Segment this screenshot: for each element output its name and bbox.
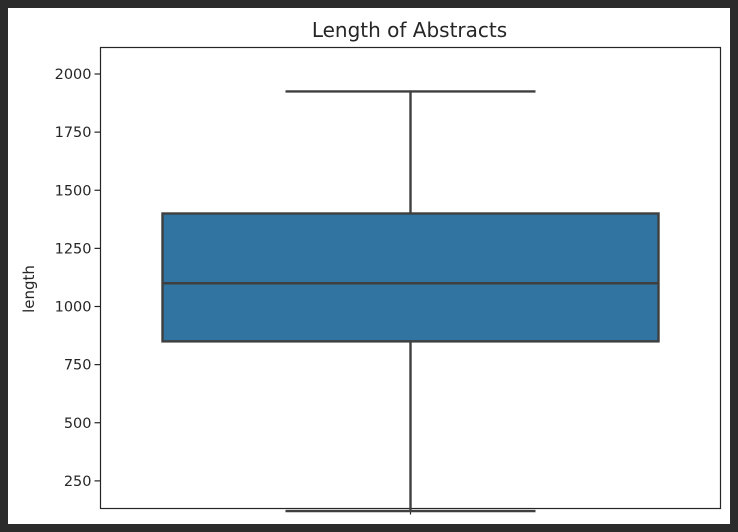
chart-title: Length of Abstracts xyxy=(312,18,507,42)
y-tick-label: 750 xyxy=(64,358,92,374)
interquartile-box xyxy=(161,212,660,343)
y-tick-label: 1000 xyxy=(55,300,92,316)
y-tick-label: 2000 xyxy=(55,67,92,83)
y-tick-label: 250 xyxy=(64,474,92,490)
y-tick-label: 1250 xyxy=(55,241,92,257)
y-tick-label: 1750 xyxy=(55,125,92,141)
box-plot xyxy=(161,90,660,513)
y-tick-label: 1500 xyxy=(55,183,92,199)
box-plot-chart: Length of Abstracts length 250 500 750 1000… xyxy=(20,18,722,515)
y-tick-label: 500 xyxy=(64,416,92,432)
y-axis: 250 500 750 1000 1250 1500 1750 2000 xyxy=(55,67,101,490)
y-axis-label: length xyxy=(20,265,38,313)
figure: Length of Abstracts length 250 500 750 1000… xyxy=(8,8,730,524)
